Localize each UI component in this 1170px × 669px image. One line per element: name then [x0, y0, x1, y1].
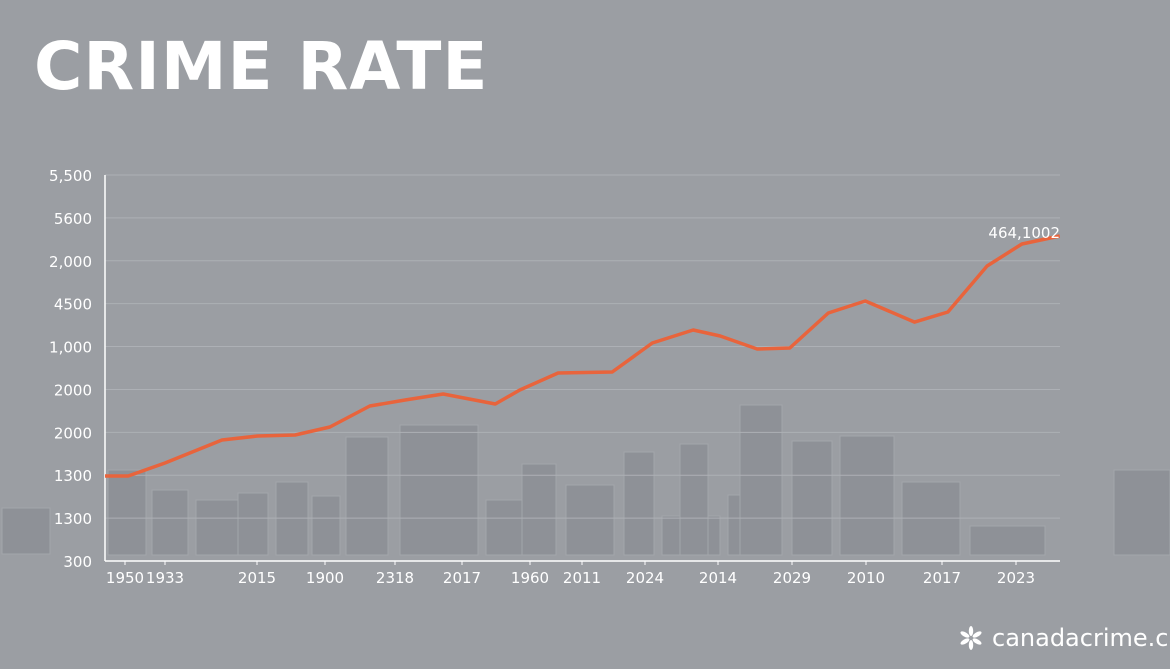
city-skyline-background — [1, 404, 1170, 556]
building — [679, 443, 709, 556]
crime-rate-line — [105, 234, 1061, 478]
building — [521, 463, 557, 556]
series-line — [104, 234, 1061, 478]
chart-title: CRIME RATE — [34, 28, 489, 105]
x-tick-label: 1900 — [306, 569, 344, 587]
building — [1, 507, 51, 555]
annotation-label: 464,1002 — [988, 224, 1060, 242]
y-tick-label: 2000 — [54, 424, 92, 442]
x-tick-label: 2011 — [563, 569, 601, 587]
y-tick-label: 2000 — [54, 381, 92, 399]
building — [791, 440, 833, 556]
building — [839, 435, 895, 556]
building — [151, 489, 189, 556]
building — [399, 424, 479, 556]
brand-name: canadacrime.ca — [992, 624, 1170, 652]
x-tick-label: 2015 — [238, 569, 276, 587]
x-tick-label: 2010 — [847, 569, 885, 587]
building — [311, 495, 341, 556]
gridlines — [105, 174, 1060, 519]
x-tick-label: 2014 — [699, 569, 737, 587]
building — [1113, 469, 1170, 556]
y-tick-label: 1,000 — [49, 339, 92, 357]
y-tick-label: 1300 — [54, 510, 92, 528]
y-tick-labels: 5,500 5600 2,000 4500 1,000 2000 2000 1300 1300 3… — [49, 167, 92, 571]
y-tick-label: 5600 — [54, 210, 92, 228]
x-tick-label: 1950 — [106, 569, 144, 587]
brand: canadacrime.ca — [958, 624, 1170, 652]
x-tick-label: 2029 — [773, 569, 811, 587]
building — [345, 436, 389, 556]
axes — [104, 175, 1060, 565]
x-tick-label: 2023 — [997, 569, 1035, 587]
x-tick-labels: 1950 1933 2015 1900 2318 2017 1960 2011 2024 2014… — [106, 569, 1035, 587]
building — [565, 484, 615, 556]
x-tick-label: 2017 — [443, 569, 481, 587]
y-tick-label: 300 — [63, 553, 92, 571]
y-tick-label: 2,000 — [49, 253, 92, 271]
y-tick-label: 4500 — [54, 296, 92, 314]
x-tick-label: 1960 — [511, 569, 549, 587]
y-tick-label: 5,500 — [49, 167, 92, 185]
building — [485, 499, 523, 556]
x-tick-label: 2017 — [923, 569, 961, 587]
building — [969, 525, 1046, 556]
x-tick-label: 2318 — [376, 569, 414, 587]
maple-leaf-icon — [960, 626, 982, 650]
building — [237, 492, 269, 556]
building — [623, 451, 655, 556]
building — [739, 404, 783, 556]
x-tick-label: 2024 — [626, 569, 664, 587]
building — [107, 469, 147, 556]
y-tick-label: 1300 — [54, 467, 92, 485]
x-tick-label: 1933 — [146, 569, 184, 587]
